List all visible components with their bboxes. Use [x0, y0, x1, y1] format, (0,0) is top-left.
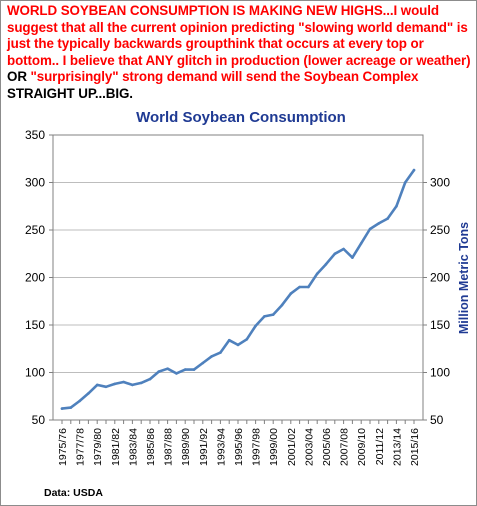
left-y-axis: 50 100 150 200 250 300 350	[25, 128, 53, 427]
data-point	[69, 406, 73, 409]
headline-text-1: WORLD SOYBEAN CONSUMPTION IS MAKING NEW …	[7, 3, 471, 68]
data-point	[333, 252, 337, 256]
data-point	[139, 381, 143, 385]
left-tick-label: 100	[25, 366, 45, 380]
data-point	[131, 383, 134, 387]
data-point	[87, 392, 90, 395]
data-point	[175, 372, 178, 375]
left-tick-label: 300	[25, 176, 45, 190]
x-tick-label: 2005/06	[321, 428, 333, 466]
data-point	[157, 370, 161, 373]
data-point	[122, 380, 125, 384]
x-tick-label: 1993/94	[215, 428, 227, 466]
y-axis-label: Million Metric Tons	[457, 222, 471, 334]
data-point	[210, 355, 213, 358]
x-tick-label: 1983/84	[127, 428, 139, 466]
data-point	[263, 315, 266, 318]
x-tick-label: 2013/14	[391, 428, 403, 466]
data-point	[289, 292, 293, 295]
left-tick-label: 50	[32, 413, 46, 427]
right-y-axis: 50 100 150 200 250 300	[423, 176, 450, 427]
x-tick-label: 1987/88	[163, 428, 175, 466]
x-tick-label: 2001/02	[286, 428, 298, 466]
x-tick-label: 1975/76	[57, 428, 69, 466]
data-point	[386, 217, 389, 220]
right-tick-label: 150	[430, 318, 450, 332]
x-axis: 1975/76 1977/78 1979/80 1981/82 1983/84 1985/…	[57, 420, 421, 466]
x-tick-label: 2003/04	[303, 428, 315, 466]
left-tick-label: 150	[25, 318, 45, 332]
data-point	[377, 222, 381, 225]
x-tick-label: 2011/12	[374, 428, 386, 465]
data-point	[368, 227, 372, 231]
right-tick-label: 250	[430, 223, 450, 237]
x-tick-label: 1995/96	[233, 428, 245, 466]
grid-layer	[53, 182, 423, 373]
data-point	[324, 262, 328, 266]
data-point	[201, 361, 205, 365]
x-tick-label: 1981/82	[110, 428, 122, 466]
headline: WORLD SOYBEAN CONSUMPTION IS MAKING NEW …	[7, 3, 471, 103]
headline-emphasis: STRAIGHT UP...BIG.	[7, 85, 133, 101]
data-point	[351, 256, 354, 259]
data-point	[104, 385, 108, 389]
data-point	[412, 168, 416, 172]
data-point	[192, 368, 196, 371]
x-tick-label: 1999/00	[268, 428, 280, 466]
data-points	[60, 168, 416, 410]
data-point	[315, 272, 319, 276]
headline-or: OR	[7, 69, 27, 85]
x-tick-label: 1985/86	[145, 428, 157, 466]
data-point	[245, 338, 249, 341]
data-point	[95, 383, 99, 387]
x-tick-label: 1991/92	[198, 428, 210, 466]
data-point	[236, 343, 240, 347]
x-tick-label: 1977/78	[75, 428, 87, 466]
data-point	[113, 382, 117, 386]
left-tick-label: 250	[25, 223, 45, 237]
right-tick-label: 100	[430, 366, 450, 380]
x-tick-label: 2007/08	[339, 428, 351, 466]
data-point	[219, 351, 222, 354]
x-tick-label: 2009/10	[356, 428, 368, 466]
data-point	[280, 303, 284, 307]
data-point	[254, 324, 257, 328]
data-point	[166, 367, 169, 371]
data-point	[307, 285, 310, 289]
data-point	[403, 181, 407, 184]
data-point	[78, 399, 81, 403]
data-point	[395, 205, 398, 208]
data-point	[148, 377, 152, 381]
x-tick-label: 1989/90	[180, 428, 192, 466]
data-point	[183, 368, 187, 371]
source-note: Data: USDA	[44, 487, 103, 499]
headline-text-2: "surprisingly" strong demand will send t…	[26, 69, 419, 85]
right-tick-label: 200	[430, 271, 450, 285]
chart-title: World Soybean Consumption	[136, 109, 346, 126]
data-point	[359, 242, 363, 245]
x-tick-label: 1979/80	[92, 428, 104, 466]
x-tick-label: 2015/16	[409, 428, 421, 466]
left-tick-label: 200	[25, 271, 45, 285]
data-point	[298, 285, 301, 289]
data-point	[227, 338, 231, 342]
right-tick-label: 300	[430, 176, 450, 190]
data-point	[342, 247, 345, 251]
data-point	[271, 313, 275, 316]
x-tick-label: 1997/98	[251, 428, 263, 466]
data-point	[60, 407, 64, 410]
left-tick-label: 350	[25, 128, 45, 142]
right-tick-label: 50	[430, 413, 444, 427]
